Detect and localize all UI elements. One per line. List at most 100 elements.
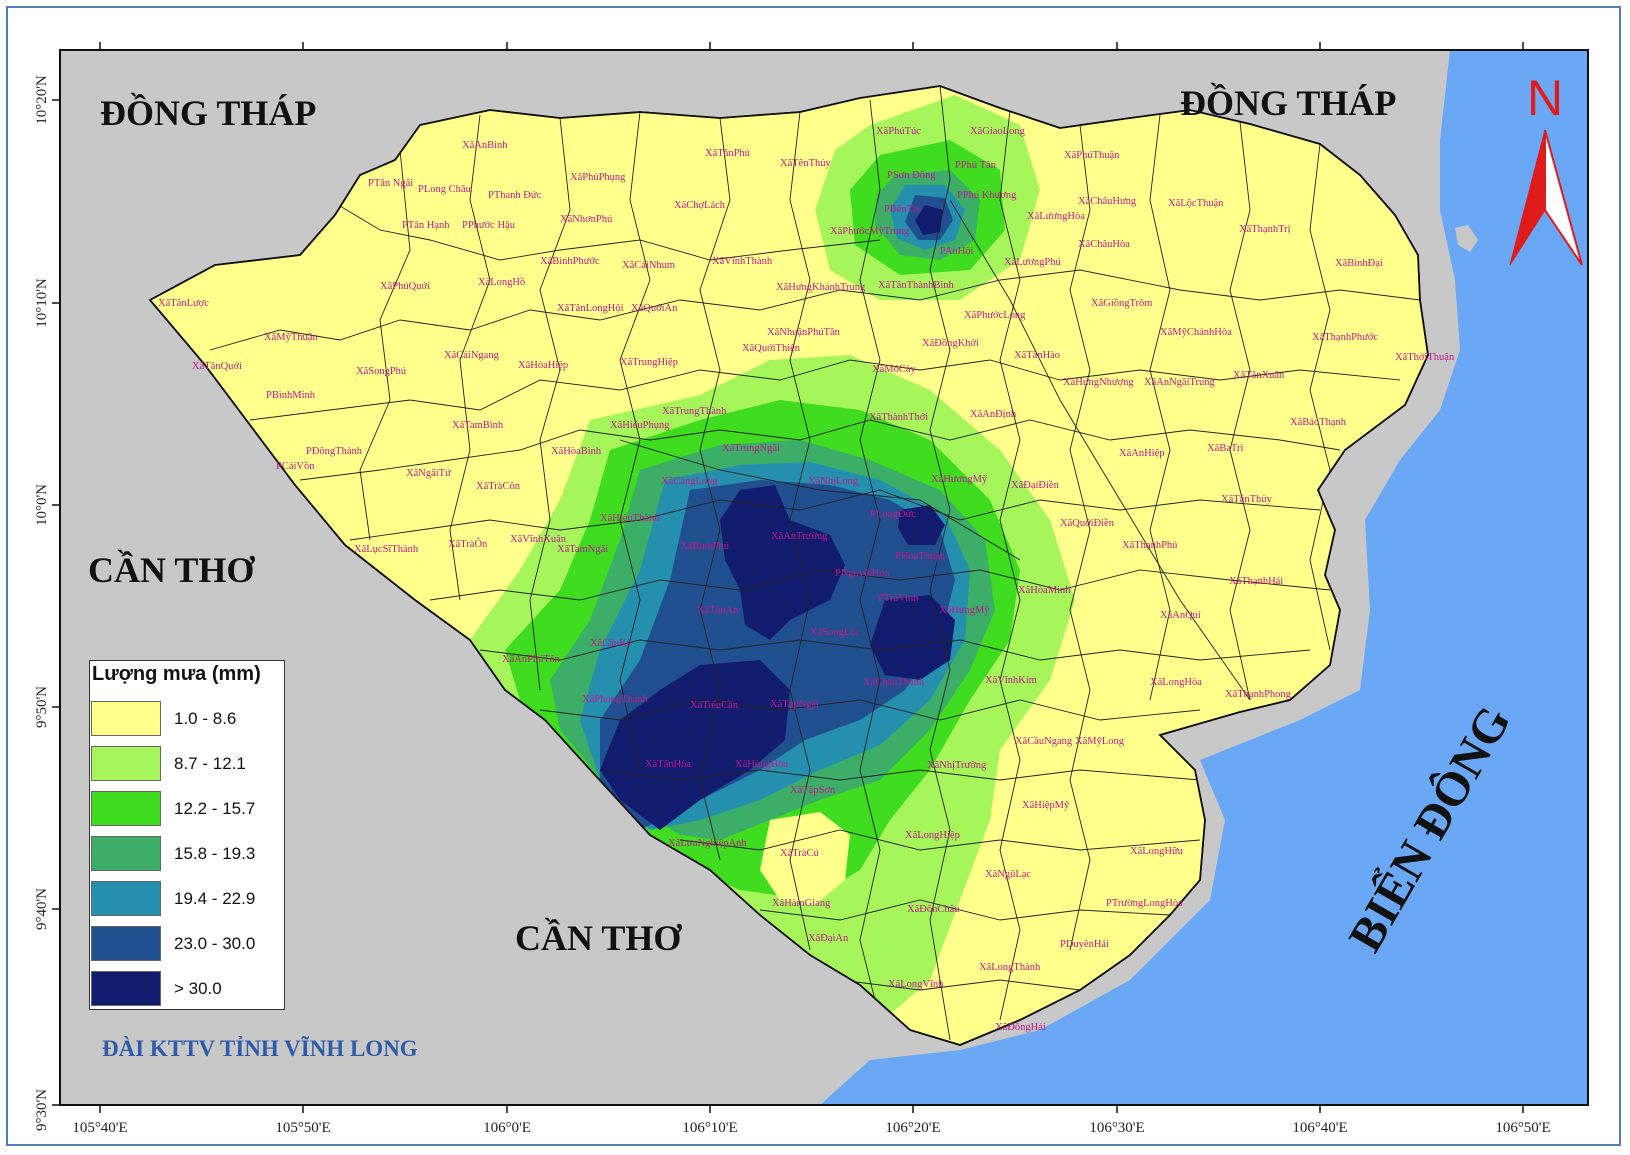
legend: Lượng mưa (mm) 1.0 - 8.6 8.7 - 12.1 12.2… [89, 660, 285, 1010]
legend-swatch [91, 926, 161, 961]
commune-label: PTrườngLongHòa [1106, 898, 1183, 909]
commune-label: XãLụcSĩThành [354, 544, 419, 555]
commune-label: XãPhúTúc [876, 126, 921, 137]
commune-label: PTân Ngãi [368, 178, 413, 189]
commune-label: XãBìnhPhú [680, 541, 730, 552]
commune-label: XãVĩnhKim [985, 675, 1037, 686]
commune-label: XãMỏCày [872, 364, 916, 375]
band-30-east-spot [898, 505, 945, 545]
x-tick-label: 105°40'E [72, 1120, 127, 1136]
commune-label: XãHươngMỹ [931, 474, 988, 485]
commune-label: XãVĩnhXuân [510, 534, 567, 545]
commune-label: XãNhịLong [808, 476, 859, 487]
commune-label: XãLongHồ [478, 277, 525, 288]
commune-label: XãTânHào [1014, 350, 1060, 361]
commune-label: XãCầuNgang [1015, 736, 1073, 747]
commune-label: XãBìnhĐại [1335, 258, 1383, 269]
commune-label: XãNgãiTứ [406, 468, 451, 479]
y-tick-label: 9°30'N [34, 1089, 50, 1131]
commune-label: XãBìnhPhước [540, 256, 600, 267]
legend-swatch [91, 746, 161, 781]
legend-swatch [91, 701, 161, 736]
commune-label: XãThớiThuận [1395, 352, 1455, 363]
y-tick-label: 10°0'N [34, 484, 50, 526]
commune-label: XãThạnhHải [1229, 576, 1283, 587]
x-tick-label: 106°20'E [885, 1120, 940, 1136]
commune-label: XãPhúQuới [380, 281, 430, 292]
commune-label: XãGiồngTrôm [1091, 298, 1152, 309]
commune-label: XãLongHiệp [905, 830, 960, 841]
commune-label: XãLongThành [979, 962, 1041, 973]
commune-label: XãHiếuThành [600, 513, 660, 524]
y-tick-label: 9°50'N [34, 686, 50, 728]
region-label-can-tho-south: CẦN THƠ [515, 918, 682, 958]
commune-label: XãLongVĩnh [888, 979, 944, 990]
commune-label: XãTânAn [697, 605, 739, 616]
commune-label: XãHưngKhánhTrung [776, 282, 866, 293]
commune-label: XãCầuKè [590, 638, 632, 649]
commune-label: XãHòaMinh [1018, 585, 1071, 596]
map-border [59, 49, 1589, 1106]
band-30-north [915, 205, 943, 235]
commune-label: XãChợLách [674, 200, 726, 211]
band-1.0-8.6-tra-cu [760, 812, 850, 905]
legend-label: 12.2 - 15.7 [174, 799, 256, 818]
commune-label: PBìnhMinh [266, 390, 316, 401]
commune-labels: XãAnBình XãPhúPhụng XãTânPhú XãTênThủy XãPhú… [158, 126, 1455, 1033]
commune-label: XãTràCôn [476, 481, 521, 492]
commune-label: PTràVinh [878, 593, 919, 604]
commune-label: XãĐôngHải [995, 1022, 1046, 1033]
commune-label: XãAnĐịnh [970, 409, 1017, 420]
x-tick-label: 106°0'E [483, 1120, 531, 1136]
legend-label: 15.8 - 19.3 [174, 844, 256, 863]
commune-label: XãMỹLong [1075, 736, 1125, 747]
legend-label: 8.7 - 12.1 [174, 754, 246, 773]
sea-area [820, 50, 1588, 1105]
commune-label: XãTânLongHội [557, 303, 624, 314]
commune-label: XãLươngHòa [1027, 211, 1085, 222]
commune-label: PLongĐức [870, 509, 916, 520]
legend-label: 23.0 - 30.0 [174, 934, 256, 953]
commune-label: PPhú Tân [955, 160, 997, 171]
x-axis-ticks: 105°40'E 105°50'E 106°0'E 106°10'E 106°2… [72, 1120, 1550, 1136]
commune-label: XãTrungThành [662, 406, 727, 417]
north-arrow-right-half [1544, 129, 1583, 266]
commune-label: XãHiếuPhụng [610, 420, 670, 431]
commune-label: XãTràÔn [448, 538, 488, 550]
x-tick-label: 105°50'E [275, 1120, 330, 1136]
commune-label: XãHàmGiang [772, 898, 831, 909]
commune-label: XãAnPhúTân [502, 654, 560, 665]
commune-label: XãAnBình [462, 140, 508, 151]
commune-label: XãThạnhTrị [1239, 224, 1291, 235]
commune-label: XãTânLược [158, 298, 209, 309]
commune-label: XãLưuNghiệpAnh [668, 838, 747, 849]
commune-label: XãHưngMỹ [939, 605, 990, 616]
commune-label: XãBaTri [1207, 443, 1243, 454]
commune-label: XãTamBình [452, 420, 504, 431]
commune-label: PCáiVồn [276, 461, 315, 472]
commune-label: XãTânHòa [645, 759, 691, 770]
legend-swatch [91, 836, 161, 871]
region-label-dong-thap-east: ĐỒNG THÁP [1180, 82, 1396, 123]
north-letter: N [1527, 70, 1563, 126]
x-tick-label: 106°40'E [1292, 1120, 1347, 1136]
legend-item: 19.4 - 22.9 [90, 881, 286, 917]
commune-label: XãPhúPhụng [570, 172, 626, 183]
commune-label: PSơn Đông [887, 170, 936, 181]
commune-label: XãTràCú [780, 848, 819, 859]
y-tick-label: 9°40'N [34, 888, 50, 930]
commune-label: XãTânPhú [705, 148, 751, 159]
commune-label: XãLongHòa [1150, 677, 1202, 688]
region-label-dong-thap-west: ĐỒNG THÁP [100, 92, 316, 133]
commune-label: XãAnQuí [1160, 610, 1201, 621]
commune-label: XãTânThủy [1221, 494, 1272, 505]
commune-label: XãPhướcLong [964, 310, 1026, 321]
commune-label: XãĐạiAn [808, 933, 849, 944]
legend-label: > 30.0 [174, 979, 222, 998]
commune-label: XãNgũLạc [985, 869, 1031, 880]
commune-label: XãNhuậnPhúTân [767, 327, 841, 338]
commune-label: XãSongLộc [810, 627, 860, 638]
commune-label: XãAnHiệp [1119, 448, 1165, 459]
commune-label: XãNhịTrường [927, 760, 987, 771]
